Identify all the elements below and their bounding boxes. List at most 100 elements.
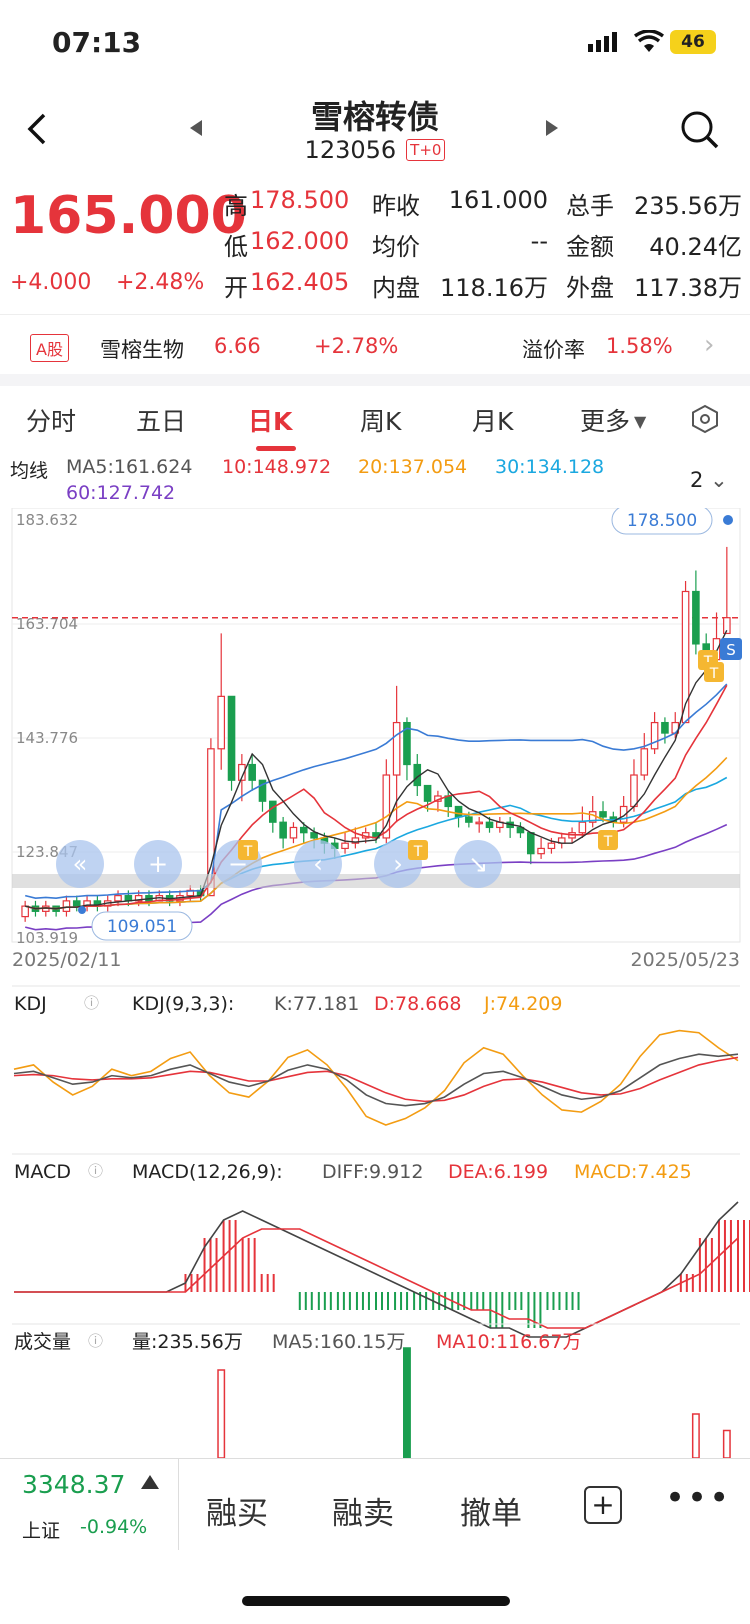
tab-more-label: 更多 (580, 407, 631, 436)
triangle-up-icon (141, 1475, 159, 1489)
candle-body (516, 826, 525, 834)
stat-label: 均价 (372, 233, 420, 261)
candle-body (382, 774, 391, 839)
candle-body (341, 842, 349, 850)
fullscreen-button-icon: ↘ (468, 850, 488, 878)
tab-more[interactable]: 更多 ▼ (580, 402, 646, 438)
volume-bar (403, 1347, 411, 1458)
tab-weekly-k[interactable]: 周K (360, 407, 402, 436)
index-value[interactable]: 3348.37 (22, 1470, 126, 1499)
candle-body (661, 721, 669, 734)
kchart-frame (11, 508, 741, 943)
high-label: 178.500 (627, 511, 697, 531)
help-icon: ⓘ (88, 1162, 103, 1180)
search-icon[interactable] (680, 110, 720, 150)
macd-label: MACD (14, 1161, 71, 1183)
more-dots-icon: ••• (665, 1478, 732, 1518)
caret-down-icon: ▼ (634, 412, 647, 431)
tab-monthly-k[interactable]: 月K (472, 407, 514, 436)
candle-body (310, 832, 318, 839)
macd-params: MACD(12,26,9): (132, 1161, 283, 1183)
stat-value: 161.000 (448, 186, 548, 214)
scroll-left-button-icon: ‹ (313, 850, 323, 878)
chevron-right-icon[interactable]: › (704, 330, 715, 360)
candle-body (72, 900, 81, 907)
zoom-back-button[interactable] (56, 840, 104, 888)
volume-bar (691, 1413, 700, 1458)
t-marker (704, 662, 724, 682)
candle-body (21, 905, 29, 918)
stat-value: 40.24亿 (649, 233, 742, 261)
candle-body (227, 695, 236, 781)
candle-body (475, 821, 483, 825)
next-security-button[interactable] (544, 118, 560, 138)
tab-intraday[interactable]: 分时 (26, 407, 77, 436)
stat-label: 金额 (566, 233, 614, 261)
more-button[interactable]: ••• (665, 1478, 731, 1518)
ma10-value: 10:148.972 (222, 456, 332, 478)
candle-body (299, 826, 308, 834)
stat-label: 低 (224, 233, 248, 261)
price-change: +4.000 (10, 270, 92, 295)
stat-value: 178.500 (250, 186, 350, 214)
low-label: 109.051 (107, 917, 177, 937)
candle-body (134, 895, 143, 902)
stat-value: 162.405 (250, 268, 350, 296)
volume-ma10: MA10:116.67万 (436, 1331, 581, 1353)
candle-body (114, 895, 122, 902)
prev-security-button[interactable] (188, 118, 204, 138)
date-end: 2025/05/23 (630, 949, 740, 971)
candle-body (258, 779, 267, 802)
fullscreen-button[interactable] (454, 840, 502, 888)
cancel-order-button[interactable]: 撤单 (460, 1496, 522, 1532)
macd-dea-line (14, 1228, 739, 1329)
candle-body (619, 805, 628, 823)
volume-bar (722, 1429, 731, 1458)
t-marker (408, 840, 428, 860)
candle-body (454, 805, 463, 818)
macd-dea: DEA:6.199 (448, 1161, 548, 1183)
divider (0, 314, 750, 315)
period-value: 2 (690, 468, 704, 492)
candle-body (403, 721, 411, 766)
candle-body (599, 811, 607, 818)
candle-body (692, 590, 700, 645)
margin-sell-button[interactable]: 融卖 (332, 1496, 394, 1532)
stat-value: -- (530, 227, 548, 255)
stat-label: 高 (224, 192, 248, 220)
chevron-left-icon (27, 113, 46, 145)
tab-daily-k[interactable]: 日K (248, 407, 293, 436)
macd-value: MACD:7.425 (574, 1161, 692, 1183)
help-icon: ⓘ (84, 994, 99, 1012)
candle-body (279, 821, 287, 839)
candle-body (578, 821, 587, 834)
t-marker-label: T (243, 844, 253, 860)
candle-body (351, 837, 360, 844)
stat-label: 内盘 (372, 274, 420, 302)
period-selector[interactable]: 2 ⌄ (690, 468, 728, 492)
candle-body (269, 800, 277, 823)
macd-diff: DIFF:9.912 (322, 1161, 423, 1183)
add-button[interactable]: + (584, 1486, 622, 1524)
tab-five-day[interactable]: 五日 (136, 407, 187, 436)
candle-body (537, 847, 545, 855)
volume-ma5: MA5:160.15万 (272, 1331, 405, 1353)
candle-body (630, 774, 638, 808)
page-title: 雪榕转债 (310, 98, 439, 136)
tab-underline (256, 446, 296, 451)
margin-buy-button[interactable]: 融买 (206, 1496, 268, 1532)
hexagon-settings-icon[interactable] (690, 404, 720, 434)
ma5-line (25, 629, 728, 910)
stock-chart[interactable]: 183.632163.704143.776123.847103.919178.5… (0, 508, 750, 1458)
candle-body (640, 748, 649, 776)
scroll-left-button[interactable] (294, 840, 342, 888)
stat-label: 外盘 (566, 274, 614, 302)
security-code: 123056 (304, 136, 397, 164)
ashare-name[interactable]: 雪榕生物 (100, 338, 184, 362)
kdj-d-line (13, 1056, 739, 1103)
back-button[interactable] (26, 108, 48, 154)
zoom-in-button[interactable] (134, 840, 182, 888)
status-time: 07:13 (52, 26, 142, 59)
ashare-tag: A股 (30, 334, 69, 362)
s-marker (720, 638, 742, 660)
